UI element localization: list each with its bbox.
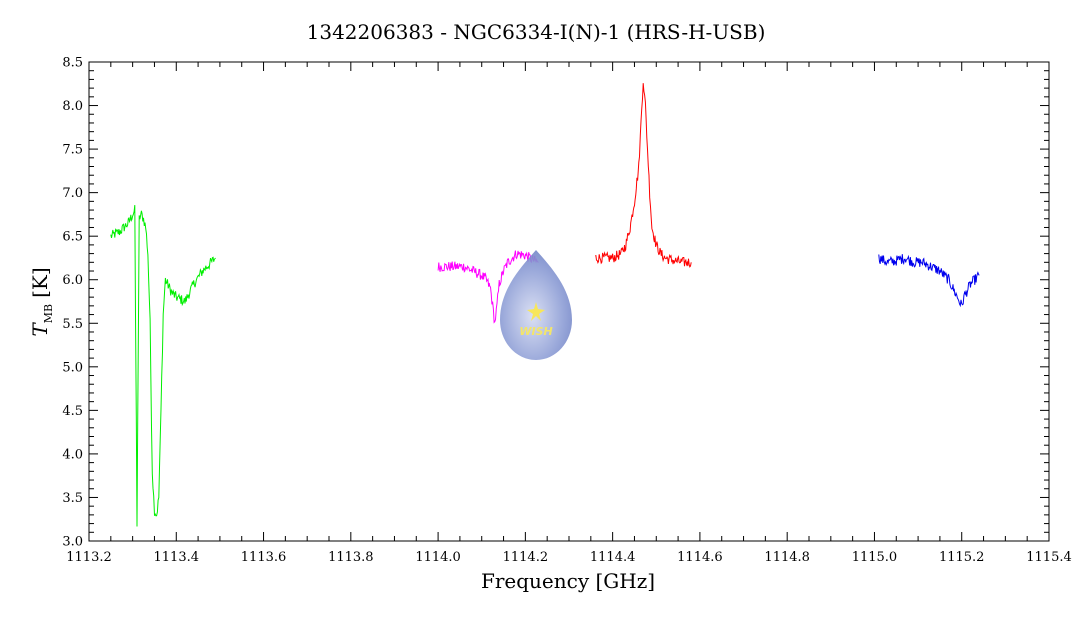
x-tick-labels: 1113.2 1113.4 1113.6 1113.8 1114.0 1114.2 1114… bbox=[66, 550, 1072, 565]
x-tick-label: 1113.8 bbox=[328, 550, 374, 565]
x-tick-label: 1113.4 bbox=[154, 550, 200, 565]
y-tick-label: 4.0 bbox=[62, 447, 83, 462]
x-tick-label: 1115.2 bbox=[939, 550, 985, 565]
wish-logo: WISH bbox=[500, 250, 572, 360]
y-tick-label: 5.5 bbox=[62, 317, 83, 332]
star-icon bbox=[527, 302, 545, 321]
x-tick-label: 1114.0 bbox=[415, 550, 461, 565]
series-lines bbox=[110, 83, 980, 527]
y-tick-label: 8.5 bbox=[62, 56, 83, 71]
series-line-3 bbox=[595, 83, 692, 268]
y-tick-label: 6.5 bbox=[62, 230, 83, 245]
x-tick-label: 1115.0 bbox=[852, 550, 898, 565]
chart-title: 1342206383 - NGC6334-I(N)-1 (HRS-H-USB) bbox=[307, 20, 766, 44]
y-axis-symbol: T bbox=[28, 322, 52, 337]
x-tick-label: 1114.8 bbox=[764, 550, 810, 565]
x-tick-label: 1114.6 bbox=[677, 550, 723, 565]
x-tick-label: 1114.2 bbox=[503, 550, 549, 565]
series-line-4 bbox=[878, 254, 980, 308]
y-tick-label: 6.0 bbox=[62, 273, 83, 288]
y-axis-subscript: MB bbox=[42, 304, 55, 323]
y-tick-label: 7.0 bbox=[62, 186, 83, 201]
x-tick-label: 1115.4 bbox=[1026, 550, 1072, 565]
y-tick-label: 7.5 bbox=[62, 143, 83, 158]
logo-text: WISH bbox=[519, 325, 552, 338]
y-tick-labels: 3.0 3.5 4.0 4.5 5.0 5.5 6.0 6.5 7.0 7.5 8.0 8.5 bbox=[62, 56, 83, 550]
x-axis-label: Frequency [GHz] bbox=[481, 569, 655, 593]
y-axis-unit: [K] bbox=[28, 267, 52, 298]
axis-ticks bbox=[88, 61, 1050, 542]
series-line-2 bbox=[437, 250, 539, 324]
series-line-1 bbox=[110, 205, 216, 527]
x-tick-label: 1114.4 bbox=[590, 550, 636, 565]
y-tick-label: 3.0 bbox=[62, 535, 83, 550]
y-axis-label: TMB [K] bbox=[28, 267, 55, 336]
y-tick-label: 5.0 bbox=[62, 360, 83, 375]
x-tick-label: 1113.2 bbox=[66, 550, 112, 565]
x-tick-label: 1113.6 bbox=[241, 550, 287, 565]
y-tick-label: 8.0 bbox=[62, 99, 83, 114]
y-tick-label: 3.5 bbox=[62, 491, 83, 506]
y-tick-label: 4.5 bbox=[62, 404, 83, 419]
